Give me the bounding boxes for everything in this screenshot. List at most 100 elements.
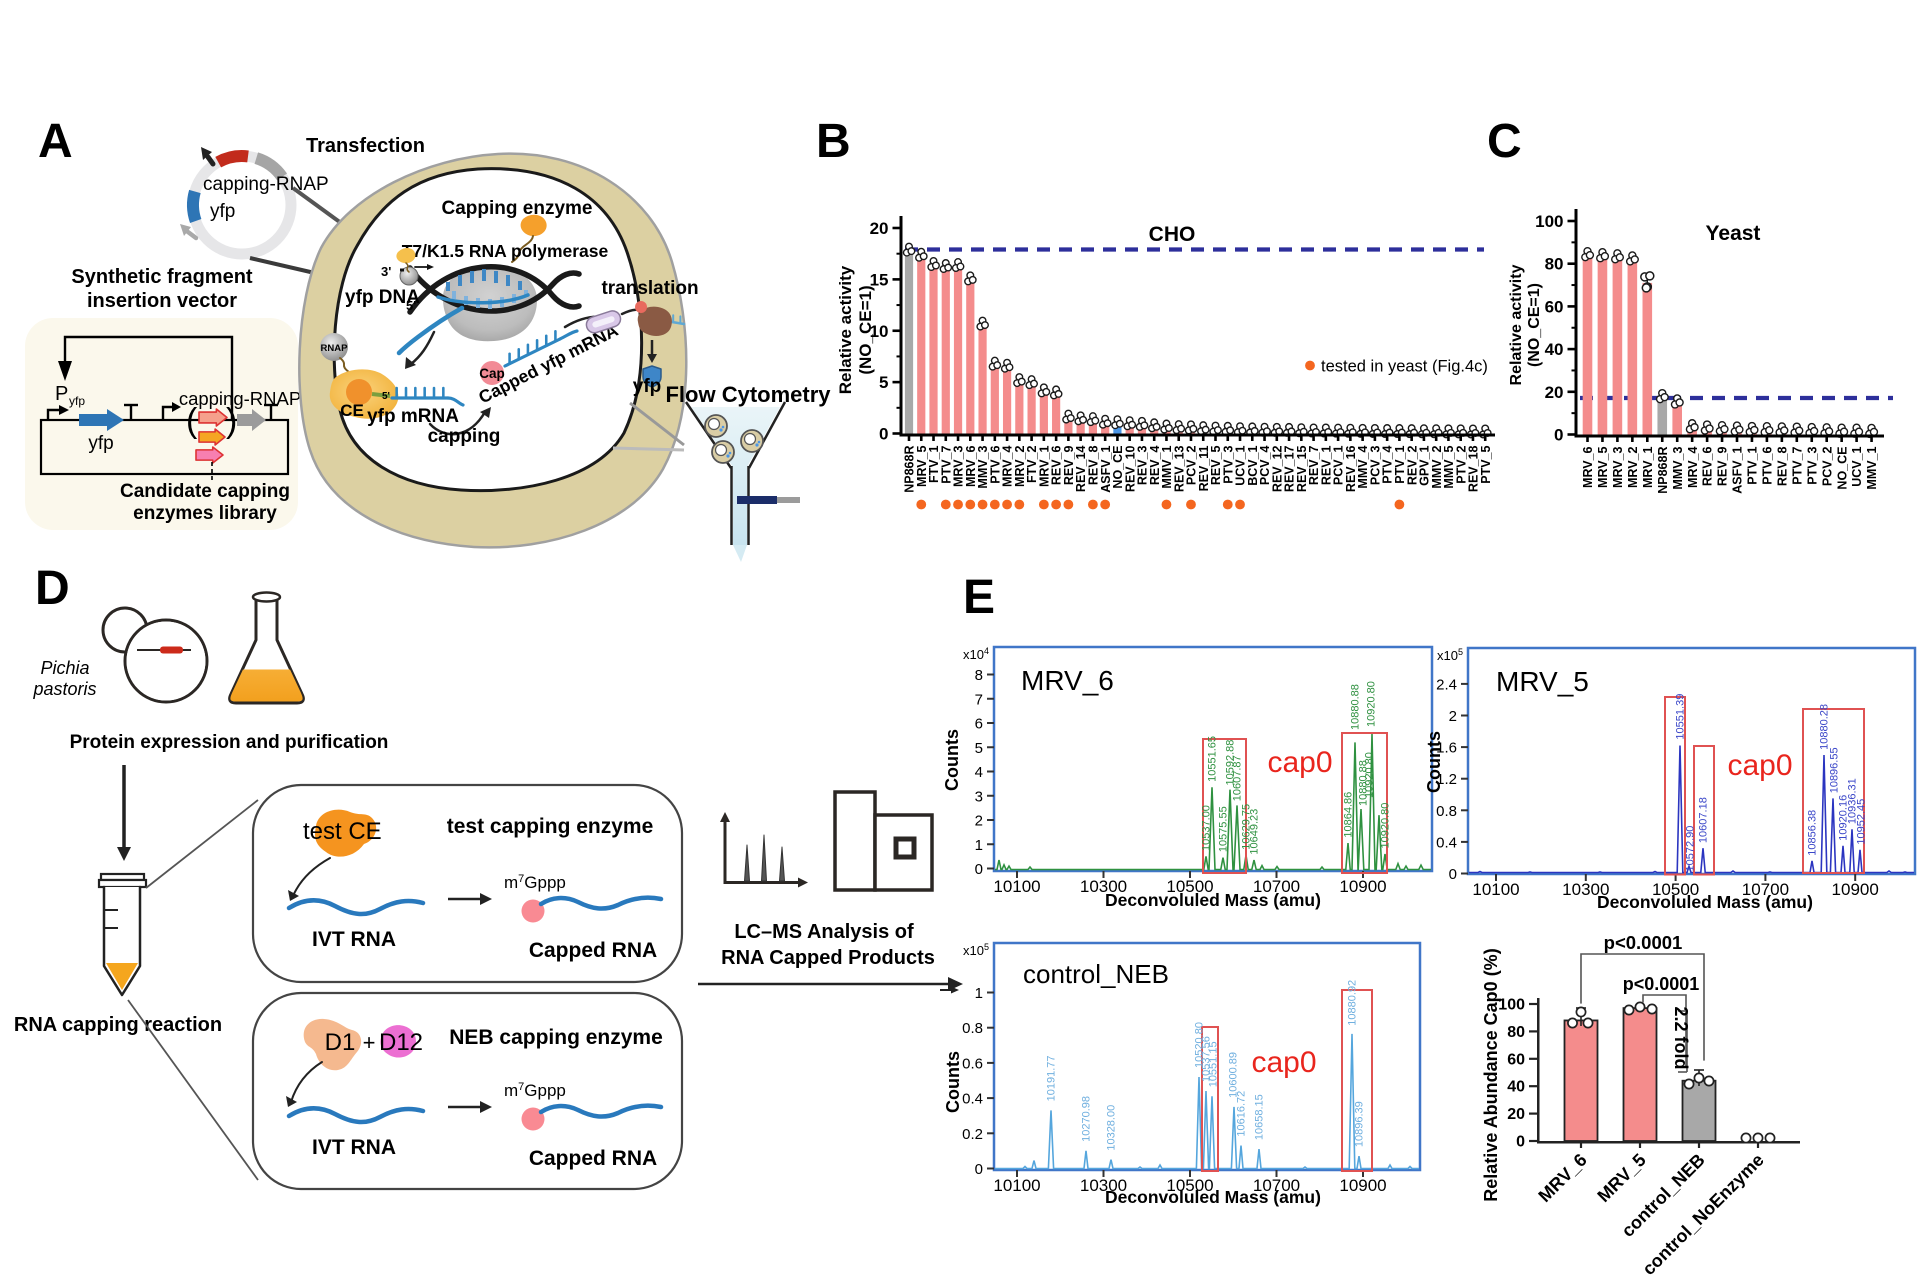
svg-text:yfp DNA: yfp DNA [345,287,420,308]
svg-text:10300: 10300 [1080,877,1127,896]
svg-text:PCV_3: PCV_3 [1368,445,1382,485]
svg-text:10900: 10900 [1339,877,1386,896]
svg-text:20: 20 [1545,383,1564,402]
svg-text:0.8: 0.8 [1436,803,1457,820]
svg-text:0: 0 [975,861,983,878]
svg-text:REV_9: REV_9 [1716,446,1730,486]
svg-text:p<0.0001: p<0.0001 [1604,932,1683,953]
svg-text:cap0: cap0 [1267,746,1332,779]
svg-text:10607.18: 10607.18 [1698,797,1710,843]
svg-text:PTV_6: PTV_6 [1761,446,1775,484]
svg-text:10880.28: 10880.28 [1819,704,1831,750]
svg-text:FTV_2: FTV_2 [1025,445,1039,483]
svg-text:10520.80: 10520.80 [1194,1022,1206,1068]
svg-text:REV_6: REV_6 [1701,446,1715,486]
svg-text:60: 60 [1545,297,1564,316]
svg-text:0.2: 0.2 [962,1126,983,1143]
svg-text:7: 7 [975,691,983,708]
svg-text:cap0: cap0 [1727,749,1792,782]
svg-text:5: 5 [879,373,888,392]
svg-text:Capping enzyme: Capping enzyme [442,198,593,219]
svg-text:CE: CE [340,401,364,420]
svg-text:Relative activity: Relative activity [1508,264,1525,385]
svg-text:2.2 fold: 2.2 fold [1671,1006,1691,1069]
svg-text:40: 40 [1507,1079,1525,1096]
svg-text:100: 100 [1498,997,1525,1014]
svg-text:REV_11: REV_11 [1197,445,1211,491]
svg-text:10500: 10500 [1652,880,1699,899]
svg-text:PCV_2: PCV_2 [1185,445,1199,485]
svg-text:10856.38: 10856.38 [1807,810,1819,856]
svg-text:ASFV_1: ASFV_1 [1731,446,1745,493]
svg-text:T7/K1.5 RNA polymerase: T7/K1.5 RNA polymerase [402,241,609,261]
svg-text:Candidate capping: Candidate capping [120,481,290,502]
svg-text:x105: x105 [1437,647,1463,663]
svg-text:MRV_5: MRV_5 [915,445,929,487]
svg-text:MRV_3: MRV_3 [1611,446,1625,488]
svg-text:10575.55: 10575.55 [1218,806,1230,852]
svg-text:10700: 10700 [1742,880,1789,899]
svg-text:Flow Cytometry: Flow Cytometry [665,382,831,407]
svg-text:m7Gppp: m7Gppp [504,873,566,892]
svg-text:MRV_4: MRV_4 [1686,446,1700,488]
svg-text:MRV_5: MRV_5 [1496,666,1589,697]
svg-text:8: 8 [975,667,983,684]
svg-text:2.4: 2.4 [1436,676,1457,693]
svg-text:10551.39: 10551.39 [1675,694,1687,740]
svg-text:5': 5' [406,298,416,313]
svg-text:10500: 10500 [1166,877,1213,896]
svg-text:1: 1 [975,985,983,1002]
svg-text:0: 0 [1516,1134,1525,1151]
svg-text:MMV_3: MMV_3 [976,445,990,488]
svg-text:(NO_CE=1): (NO_CE=1) [856,285,875,374]
svg-text:E: E [963,571,995,624]
svg-text:REV_2: REV_2 [1405,445,1419,485]
svg-text:): ) [226,402,237,440]
svg-text:10551.65: 10551.65 [1207,736,1219,782]
svg-text:MRV_1: MRV_1 [1037,445,1051,487]
svg-text:MRV_2: MRV_2 [1626,446,1640,488]
svg-text:20: 20 [1507,1106,1525,1123]
svg-text:D1: D1 [325,1029,356,1056]
svg-text:yfp: yfp [210,201,235,222]
svg-text:10900: 10900 [1832,880,1879,899]
svg-text:RNAP: RNAP [321,343,349,354]
svg-text:PTV_1: PTV_1 [1746,446,1760,484]
svg-text:REV_4: REV_4 [1148,445,1162,485]
svg-text:60: 60 [1507,1051,1525,1068]
svg-text:MRV_3: MRV_3 [952,445,966,487]
svg-text:PTV_6: PTV_6 [988,445,1002,483]
svg-text:MRV_4: MRV_4 [1001,445,1015,487]
svg-text:10920.80: 10920.80 [1364,752,1376,798]
svg-text:MRV_6: MRV_6 [1021,665,1114,696]
svg-text:pastoris: pastoris [32,679,96,699]
svg-text:PTV_3: PTV_3 [1221,445,1235,483]
svg-text:Counts: Counts [1424,731,1444,793]
svg-text:100: 100 [1535,212,1563,231]
svg-text:cap0: cap0 [1251,1046,1316,1079]
svg-text:GPV_1: GPV_1 [1418,445,1432,485]
svg-text:10880.92: 10880.92 [1347,980,1359,1026]
svg-text:10700: 10700 [1253,877,1300,896]
svg-text:10658.15: 10658.15 [1254,1094,1266,1140]
svg-text:10629.75: 10629.75 [1241,804,1253,850]
svg-text:10920.80: 10920.80 [1366,681,1378,727]
svg-text:yfp: yfp [633,376,662,397]
svg-text:10600.89: 10600.89 [1228,1052,1240,1098]
svg-text:10592.88: 10592.88 [1225,740,1237,786]
svg-text:NO_CE: NO_CE [1835,447,1849,490]
svg-text:LC–MS Analysis of: LC–MS Analysis of [734,921,914,943]
svg-text:REV_8: REV_8 [1087,445,1101,485]
svg-text:40: 40 [1545,340,1564,359]
svg-text:10649.23: 10649.23 [1249,809,1261,855]
svg-text:0.8: 0.8 [962,1020,983,1037]
svg-text:PTV_7: PTV_7 [939,445,953,483]
svg-text:NP868R: NP868R [1656,447,1670,494]
svg-text:PTV_1: PTV_1 [1393,445,1407,483]
svg-text:10896.39: 10896.39 [1354,1101,1366,1147]
svg-text:UCV_1: UCV_1 [1850,446,1864,486]
svg-text:5': 5' [382,391,390,402]
svg-text:Cap: Cap [479,366,505,381]
svg-text:10864.86: 10864.86 [1343,792,1355,838]
svg-text:REV_6: REV_6 [1050,445,1064,485]
